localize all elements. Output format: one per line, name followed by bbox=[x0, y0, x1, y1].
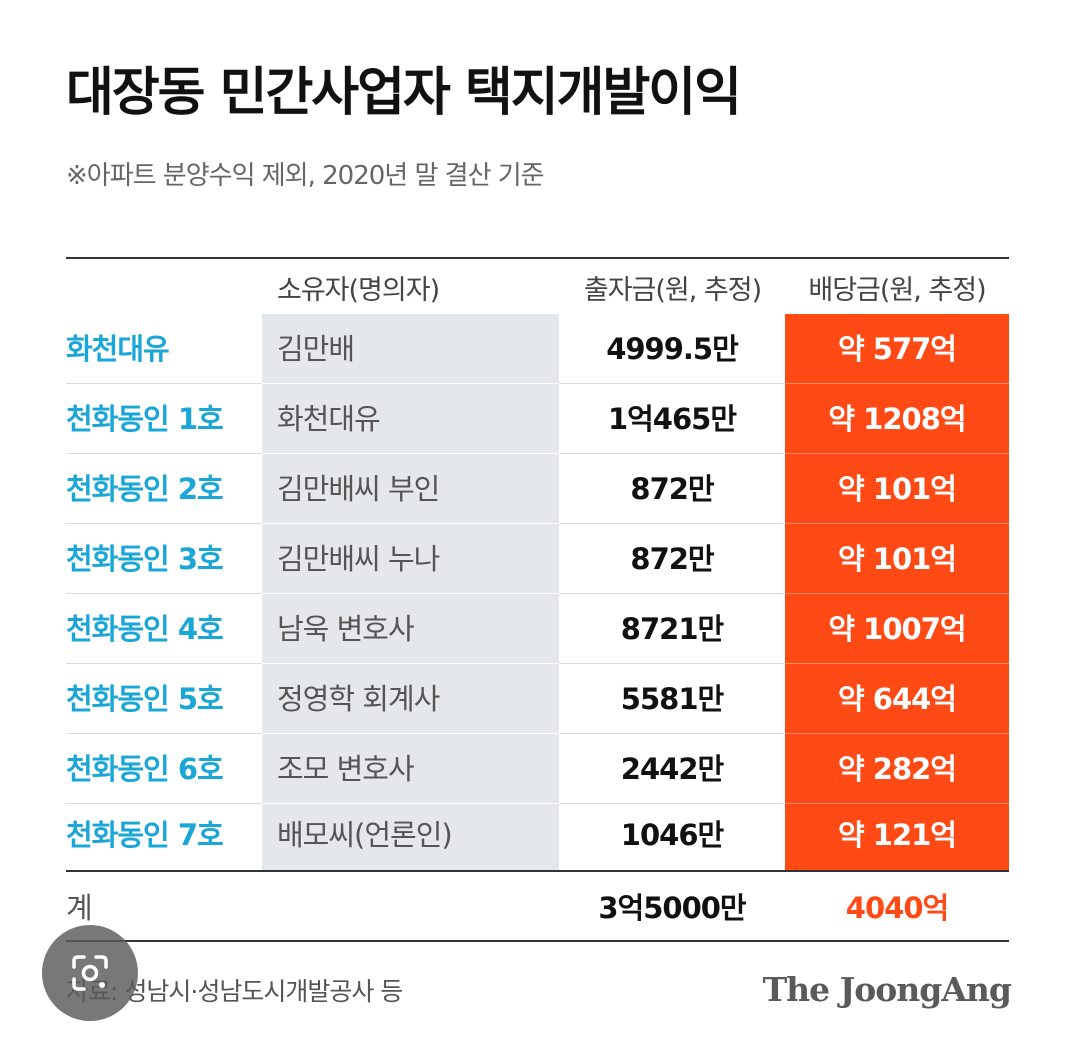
dividend-cell: 약 282억 bbox=[838, 752, 957, 786]
dividend-column-background bbox=[785, 314, 1009, 870]
company-name: 천화동인 2호 bbox=[66, 472, 224, 506]
brand-logo: The JoongAng bbox=[762, 970, 1012, 1009]
row-divider bbox=[559, 523, 785, 524]
total-rule bbox=[66, 870, 1009, 872]
row-divider bbox=[785, 523, 1009, 524]
row-divider bbox=[262, 383, 559, 384]
company-name: 천화동인 3호 bbox=[66, 542, 224, 576]
table-row: 천화동인 2호 김만배씨 부인 872만 약 101억 bbox=[66, 454, 1009, 524]
dividend-cell: 약 644억 bbox=[838, 682, 957, 716]
table-row: 천화동인 5호 정영학 회계사 5581만 약 644억 bbox=[66, 664, 1009, 734]
dividend-cell: 약 1208억 bbox=[828, 402, 966, 436]
owner-cell: 조모 변호사 bbox=[277, 752, 415, 786]
row-divider bbox=[262, 733, 559, 734]
dividend-cell: 약 1007억 bbox=[828, 612, 966, 646]
row-divider bbox=[66, 523, 262, 524]
company-name: 천화동인 5호 bbox=[66, 682, 224, 716]
lens-search-button[interactable] bbox=[42, 925, 138, 1021]
row-divider bbox=[559, 803, 785, 804]
owner-cell: 화천대유 bbox=[277, 402, 381, 436]
owner-cell: 정영학 회계사 bbox=[277, 682, 440, 716]
row-divider bbox=[66, 663, 262, 664]
table-bottom-rule bbox=[66, 940, 1009, 942]
header-investment: 출자금(원, 추정) bbox=[583, 275, 762, 306]
table-row: 천화동인 4호 남욱 변호사 8721만 약 1007억 bbox=[66, 594, 1009, 664]
investment-cell: 2442만 bbox=[620, 752, 724, 786]
investment-cell: 5581만 bbox=[620, 682, 724, 716]
chart-title: 대장동 민간사업자 택지개발이익 bbox=[66, 63, 742, 123]
row-divider bbox=[785, 453, 1009, 454]
company-name: 천화동인 7호 bbox=[66, 818, 224, 852]
owner-cell: 남욱 변호사 bbox=[277, 612, 415, 646]
dividend-cell: 약 577억 bbox=[838, 332, 957, 366]
row-divider bbox=[785, 803, 1009, 804]
total-investment: 3억5000만 bbox=[598, 891, 746, 925]
lens-search-icon bbox=[72, 955, 108, 991]
table-row: 천화동인 6호 조모 변호사 2442만 약 282억 bbox=[66, 734, 1009, 804]
owner-column-background bbox=[262, 314, 559, 870]
row-divider bbox=[785, 663, 1009, 664]
row-divider bbox=[262, 453, 559, 454]
owner-cell: 배모씨(언론인) bbox=[277, 818, 453, 852]
table-top-rule bbox=[66, 257, 1009, 259]
investment-cell: 872만 bbox=[630, 472, 714, 506]
dividend-cell: 약 101억 bbox=[838, 542, 957, 576]
company-name: 천화동인 4호 bbox=[66, 612, 224, 646]
row-divider bbox=[262, 663, 559, 664]
row-divider bbox=[785, 733, 1009, 734]
row-divider bbox=[66, 733, 262, 734]
row-divider bbox=[559, 733, 785, 734]
total-label: 계 bbox=[66, 891, 93, 925]
row-divider bbox=[66, 383, 262, 384]
row-divider bbox=[262, 523, 559, 524]
total-dividend: 4040억 bbox=[845, 891, 949, 925]
row-divider bbox=[66, 453, 262, 454]
company-name: 화천대유 bbox=[66, 332, 170, 366]
owner-cell: 김만배씨 누나 bbox=[277, 542, 440, 576]
company-name: 천화동인 1호 bbox=[66, 402, 224, 436]
row-divider bbox=[262, 803, 559, 804]
row-divider bbox=[559, 593, 785, 594]
row-divider bbox=[785, 593, 1009, 594]
table-row: 화천대유 김만배 4999.5만 약 577억 bbox=[66, 314, 1009, 384]
table-row: 천화동인 7호 배모씨(언론인) 1046만 약 121억 bbox=[66, 800, 1009, 870]
row-divider bbox=[559, 663, 785, 664]
investment-cell: 1억465만 bbox=[607, 402, 737, 436]
company-name: 천화동인 6호 bbox=[66, 752, 224, 786]
row-divider bbox=[785, 383, 1009, 384]
dividend-cell: 약 121억 bbox=[838, 818, 957, 852]
table-row: 천화동인 1호 화천대유 1억465만 약 1208억 bbox=[66, 384, 1009, 454]
investment-cell: 8721만 bbox=[620, 612, 724, 646]
row-divider bbox=[66, 803, 262, 804]
row-divider bbox=[559, 453, 785, 454]
row-divider bbox=[262, 593, 559, 594]
owner-cell: 김만배씨 부인 bbox=[277, 472, 440, 506]
investment-cell: 4999.5만 bbox=[606, 332, 739, 366]
owner-cell: 김만배 bbox=[277, 332, 355, 366]
investment-cell: 872만 bbox=[630, 542, 714, 576]
chart-subtitle: ※아파트 분양수익 제외, 2020년 말 결산 기준 bbox=[66, 161, 545, 191]
row-divider bbox=[66, 593, 262, 594]
row-divider bbox=[559, 383, 785, 384]
header-owner: 소유자(명의자) bbox=[277, 275, 440, 306]
investment-cell: 1046만 bbox=[620, 818, 724, 852]
dividend-cell: 약 101억 bbox=[838, 472, 957, 506]
header-dividend: 배당금(원, 추정) bbox=[808, 275, 986, 306]
table-row: 천화동인 3호 김만배씨 누나 872만 약 101억 bbox=[66, 524, 1009, 594]
